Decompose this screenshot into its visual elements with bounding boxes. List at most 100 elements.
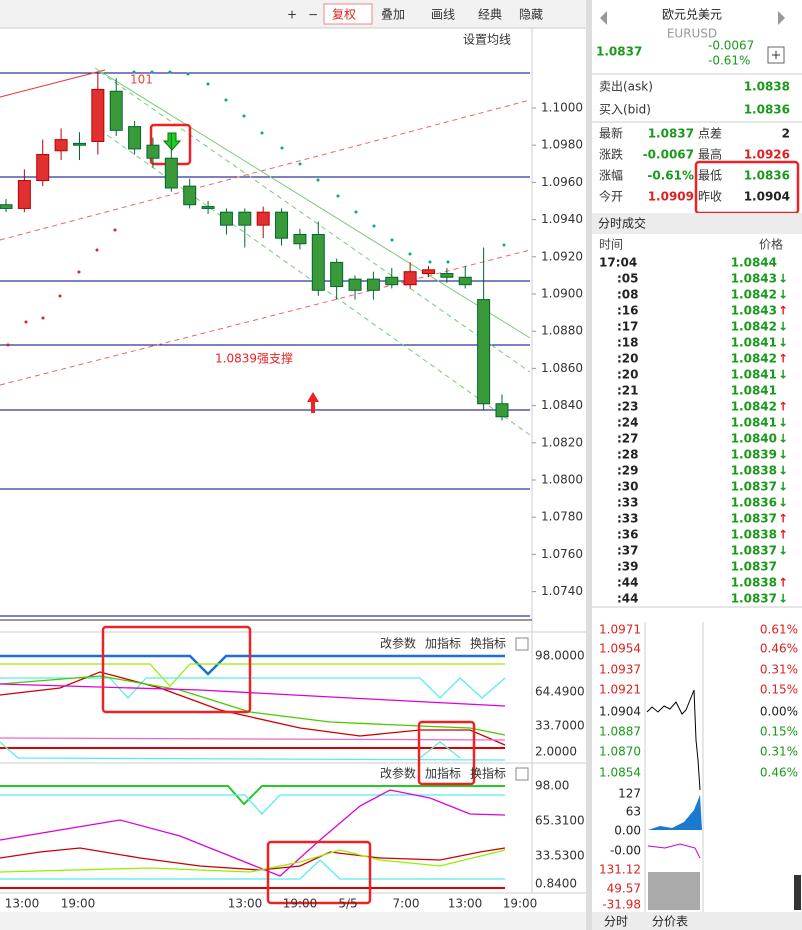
y-tick-label: 1.0980: [541, 138, 583, 152]
stat-value: 1.0904: [744, 190, 790, 204]
candle-body: [238, 211, 252, 226]
candle-body: [403, 271, 417, 286]
trade-time: :37: [617, 544, 639, 558]
toolbar-button[interactable]: 复权: [332, 8, 356, 22]
trade-time: :08: [617, 288, 639, 302]
trade-price: 1.0842: [731, 400, 777, 414]
trades-header: 时间: [599, 238, 623, 252]
toolbar-button[interactable]: −: [308, 8, 318, 22]
trade-time: :28: [617, 448, 639, 462]
change-pct: -0.61%: [708, 54, 750, 68]
prev-arrow[interactable]: [600, 11, 607, 25]
trade-direction: ↓: [778, 336, 788, 350]
y-tick-label: 1.0860: [541, 361, 583, 375]
quote-value: 1.0836: [744, 103, 790, 117]
add-button[interactable]: [767, 46, 785, 64]
stat-label: 最新: [599, 126, 623, 141]
indicator-button[interactable]: 改参数: [380, 766, 416, 781]
splitter: [586, 0, 592, 930]
stat-label: 最高: [698, 147, 722, 162]
trade-time: 17:04: [599, 256, 637, 270]
high-marker: 101: [130, 73, 153, 87]
trade-direction: ↑: [778, 528, 788, 542]
trade-time: :17: [617, 320, 639, 334]
trade-price: 1.0838: [731, 464, 777, 478]
x-tick-label: 5/5: [338, 897, 357, 911]
scrollbar: [794, 875, 801, 910]
mini-left-label: 1.0854: [599, 766, 641, 780]
indicator-button[interactable]: 改参数: [380, 636, 416, 651]
stat-label: 今开: [599, 189, 623, 204]
toolbar-button[interactable]: 经典: [478, 8, 502, 22]
toolbar-button[interactable]: 画线: [431, 8, 455, 22]
y-tick-label: 1.0820: [541, 435, 583, 449]
y-tick-label: 1.0760: [541, 547, 583, 561]
change: -0.0067: [708, 39, 754, 53]
mini-left-label: 1.0870: [599, 745, 641, 759]
toolbar-button[interactable]: 叠加: [381, 8, 405, 22]
mini-left-label: 1.0971: [599, 623, 641, 637]
trade-time: :24: [617, 416, 639, 430]
mini-left-label: 1.0954: [599, 642, 641, 656]
trade-price: 1.0841: [731, 416, 777, 430]
indicator-tick-label: 98.0000: [535, 649, 585, 663]
candle-body: [146, 144, 160, 159]
tab[interactable]: 分时: [604, 915, 628, 929]
y-tick-label: 1.0900: [541, 287, 583, 301]
indicator-close[interactable]: [515, 637, 529, 651]
tab[interactable]: 分价表: [652, 915, 688, 929]
mini-right-label: 0.15%: [760, 683, 798, 697]
instrument-code: EURUSD: [667, 27, 717, 41]
trade-price: 1.0837: [731, 480, 777, 494]
mini-left-label: 1.0887: [599, 725, 641, 739]
indicator-close[interactable]: [515, 767, 529, 781]
trade-price: 1.0841: [731, 368, 777, 382]
x-tick-label: 7:00: [393, 897, 420, 911]
indicator-button[interactable]: 换指标: [470, 636, 506, 651]
candle-body: [54, 139, 68, 152]
support-annotation: 1.0839强支撑: [215, 351, 293, 366]
stat-value: 1.0909: [648, 190, 694, 204]
stat-label: 最低: [698, 169, 722, 183]
toolbar-button[interactable]: +: [287, 8, 297, 22]
instrument-name: 欧元兑美元: [662, 8, 722, 22]
indicator-button[interactable]: 加指标: [425, 636, 461, 651]
indicator-button[interactable]: 换指标: [470, 766, 506, 781]
mini-left-label: 127: [618, 787, 641, 801]
candle-body: [495, 403, 509, 418]
x-tick-label: 13:00: [228, 897, 263, 911]
trade-direction: ↓: [778, 416, 788, 430]
trade-direction: ↓: [778, 592, 788, 606]
x-tick-label: 19:00: [61, 897, 96, 911]
trades-header: 价格: [759, 237, 783, 252]
trade-price: 1.0840: [731, 432, 777, 446]
trades-title: 分时成交: [598, 216, 646, 231]
trade-time: :44: [617, 576, 639, 590]
trade-time: :27: [617, 432, 639, 446]
candle-body: [293, 233, 307, 245]
tab-bar: [592, 912, 802, 930]
candle-body: [36, 154, 50, 182]
y-tick-label: 1.0960: [541, 175, 583, 189]
stat-value: 1.0837: [648, 127, 694, 141]
quote-value: 1.0838: [744, 80, 790, 94]
next-arrow[interactable]: [778, 11, 785, 25]
indicator-tick-label: 2.0000: [535, 745, 577, 759]
trade-direction: ↓: [778, 464, 788, 478]
trade-price: 1.0837: [731, 512, 777, 526]
trade-price: 1.0837: [731, 592, 777, 606]
y-tick-label: 1.0840: [541, 398, 583, 412]
trade-price: 1.0836: [731, 496, 777, 510]
candle-body: [183, 185, 197, 206]
mini-left-label: 131.12: [599, 863, 641, 877]
trade-price: 1.0841: [731, 336, 777, 350]
toolbar-button[interactable]: 隐藏: [519, 8, 543, 22]
stat-value: 1.0926: [744, 148, 790, 162]
trade-direction: ↑: [778, 512, 788, 526]
trend-channel: [0, 67, 531, 436]
indicator-button[interactable]: 加指标: [425, 766, 461, 781]
indicator-tick-label: 65.3100: [535, 814, 585, 828]
stat-label: 点差: [698, 127, 722, 141]
